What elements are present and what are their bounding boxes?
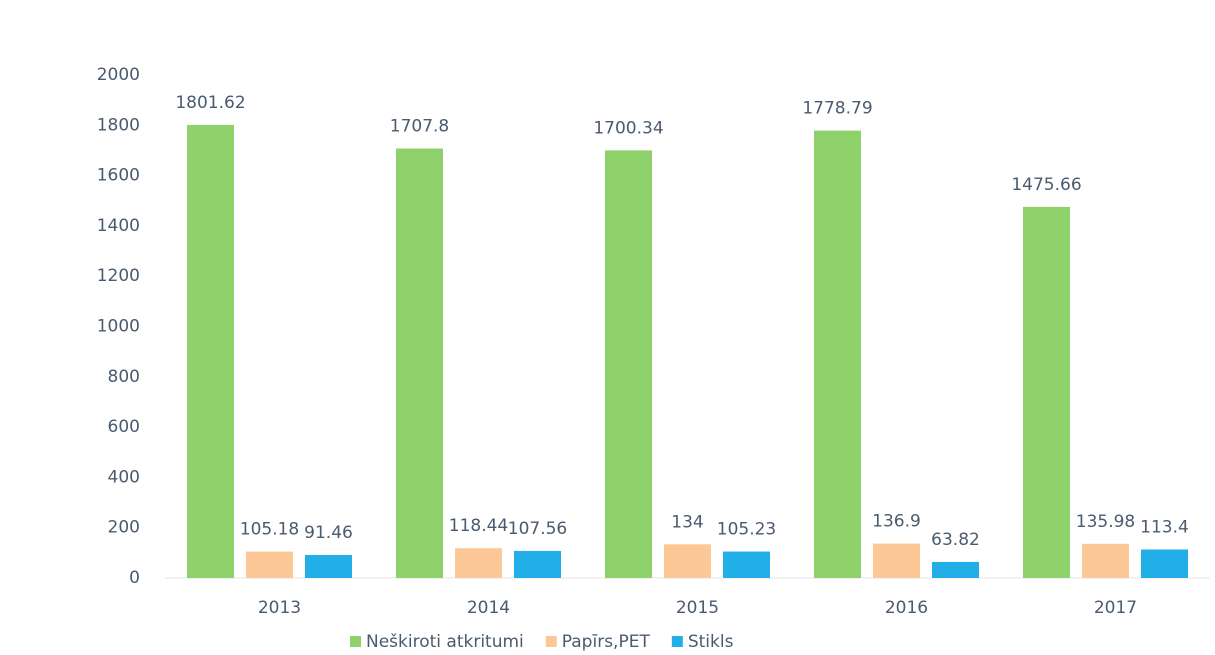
legend-label: Papīrs,PET bbox=[562, 632, 651, 652]
legend-swatch bbox=[350, 636, 361, 647]
data-label: 91.46 bbox=[304, 523, 353, 543]
data-label: 136.9 bbox=[872, 512, 921, 532]
data-label: 1707.8 bbox=[390, 116, 449, 136]
data-label: 107.56 bbox=[508, 519, 567, 539]
bar bbox=[605, 150, 652, 578]
data-label: 105.18 bbox=[240, 520, 299, 540]
bar bbox=[932, 561, 979, 578]
data-label: 63.82 bbox=[931, 530, 980, 550]
bar bbox=[1023, 206, 1070, 578]
y-tick-label: 600 bbox=[108, 417, 140, 437]
data-label: 1475.66 bbox=[1011, 175, 1081, 195]
y-tick-label: 400 bbox=[108, 467, 140, 487]
x-tick-label: 2017 bbox=[1094, 598, 1137, 618]
bar bbox=[187, 124, 234, 578]
legend-swatch bbox=[545, 636, 557, 647]
bar bbox=[246, 551, 293, 578]
y-tick-label: 800 bbox=[108, 367, 140, 387]
x-tick-label: 2014 bbox=[467, 598, 510, 618]
x-tick-label: 2013 bbox=[258, 598, 301, 618]
data-label: 1801.62 bbox=[175, 93, 245, 113]
data-label: 1700.34 bbox=[593, 118, 663, 138]
y-tick-label: 200 bbox=[108, 518, 140, 538]
data-label: 118.44 bbox=[449, 516, 508, 536]
data-label: 105.23 bbox=[717, 520, 776, 540]
y-tick-label: 1800 bbox=[97, 115, 140, 135]
x-tick-label: 2016 bbox=[885, 598, 928, 618]
bar bbox=[814, 130, 861, 578]
bar bbox=[723, 551, 770, 578]
bar bbox=[514, 550, 561, 578]
legend-label: Neškiroti atkritumi bbox=[366, 632, 524, 652]
data-label: 135.98 bbox=[1076, 512, 1135, 532]
data-label: 1778.79 bbox=[802, 99, 872, 119]
x-tick-label: 2015 bbox=[676, 598, 719, 618]
y-tick-label: 1600 bbox=[97, 166, 140, 186]
bar bbox=[1082, 543, 1129, 578]
bar bbox=[305, 554, 352, 578]
bar bbox=[455, 548, 502, 578]
y-tick-label: 1000 bbox=[97, 317, 140, 337]
y-tick-label: 1200 bbox=[97, 266, 140, 286]
bar bbox=[1141, 549, 1188, 578]
y-tick-label: 1400 bbox=[97, 216, 140, 236]
legend-swatch bbox=[671, 636, 683, 647]
legend-label: Stikls bbox=[688, 632, 734, 652]
data-label: 134 bbox=[671, 512, 703, 532]
y-tick-label: 2000 bbox=[97, 65, 140, 85]
bar bbox=[873, 543, 920, 578]
y-tick-label: 0 bbox=[129, 568, 140, 588]
bar bbox=[396, 148, 443, 579]
data-label: 113.4 bbox=[1140, 517, 1189, 537]
bar bbox=[664, 544, 711, 578]
